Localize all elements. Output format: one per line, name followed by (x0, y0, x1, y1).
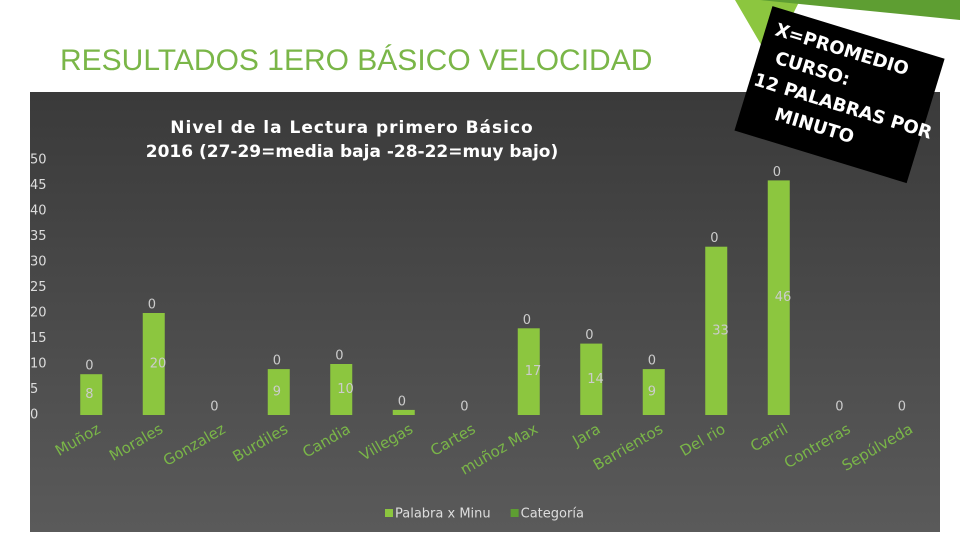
y-tick-label: 20 (30, 306, 47, 321)
value-label: 8 (85, 387, 93, 402)
value-label: 0 (648, 354, 656, 369)
legend-swatch (385, 509, 393, 517)
bar (705, 246, 728, 415)
decor (760, 0, 960, 20)
bar (517, 328, 540, 415)
value-label: 0 (148, 298, 156, 313)
chart-title: Nivel de la Lectura primero Básico (170, 118, 533, 138)
chart-subtitle: 2016 (27-29=media baja -28-22=muy bajo) (146, 142, 559, 162)
value-label: 33 (712, 323, 729, 338)
y-tick-label: 0 (30, 408, 38, 423)
value-label: 0 (835, 400, 843, 415)
value-label: 0 (85, 359, 93, 374)
y-tick-label: 30 (30, 255, 47, 270)
bar (767, 180, 790, 415)
y-tick-label: 15 (30, 331, 47, 346)
y-tick-label: 10 (30, 357, 47, 372)
value-label: 0 (335, 349, 343, 364)
value-label: 0 (710, 231, 718, 246)
bar (580, 343, 603, 415)
legend-label: Palabra x Minu (395, 507, 491, 522)
bar (80, 374, 103, 415)
bar (642, 369, 665, 415)
slide-title: RESULTADOS 1ERO BÁSICO VELOCIDAD (60, 44, 652, 77)
y-tick-label: 45 (30, 178, 47, 193)
value-label: 0 (210, 400, 218, 415)
bar (267, 369, 290, 415)
y-tick-label: 50 (30, 153, 47, 168)
value-label: 0 (273, 354, 281, 369)
value-label: 20 (150, 357, 167, 372)
legend-label: Categoría (521, 507, 584, 522)
y-tick-label: 25 (30, 280, 47, 295)
bar (330, 364, 353, 415)
value-label: 0 (523, 313, 531, 328)
note-bg (734, 6, 945, 184)
y-tick-label: 40 (30, 204, 47, 219)
y-tick-label: 5 (30, 382, 38, 397)
value-label: 0 (460, 400, 468, 415)
value-label: 0 (398, 394, 406, 409)
value-label: 17 (525, 364, 542, 379)
legend-swatch (510, 509, 519, 517)
value-label: 0 (585, 328, 593, 343)
bar (392, 409, 415, 415)
value-label: 9 (648, 385, 656, 400)
bar (142, 313, 165, 415)
value-label: 46 (775, 290, 792, 305)
y-tick-label: 35 (30, 229, 47, 244)
value-label: 0 (773, 165, 781, 180)
value-label: 10 (337, 382, 354, 397)
value-label: 14 (587, 372, 604, 387)
value-label: 0 (898, 400, 906, 415)
value-label: 9 (273, 385, 281, 400)
